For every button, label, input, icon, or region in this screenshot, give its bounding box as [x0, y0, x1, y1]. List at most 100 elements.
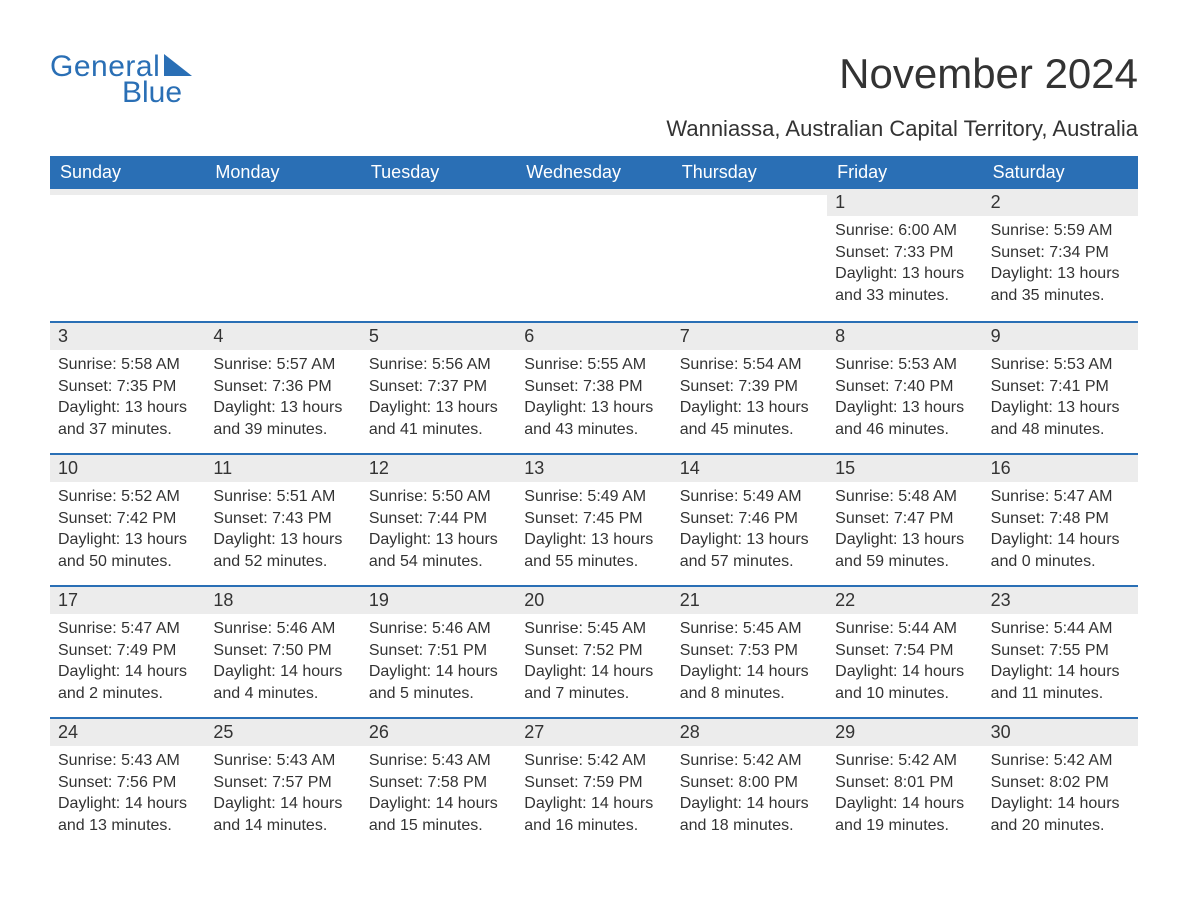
- sunrise-line: Sunrise: 5:49 AM: [524, 486, 663, 508]
- calendar: SundayMondayTuesdayWednesdayThursdayFrid…: [50, 156, 1138, 849]
- day-number-bar: 11: [205, 453, 360, 482]
- day-number-bar: [205, 189, 360, 195]
- calendar-cell: 23Sunrise: 5:44 AMSunset: 7:55 PMDayligh…: [983, 585, 1138, 717]
- weekday-header: Thursday: [672, 156, 827, 189]
- daylight-line: Daylight: 14 hours and 14 minutes.: [213, 793, 352, 836]
- calendar-cell: 14Sunrise: 5:49 AMSunset: 7:46 PMDayligh…: [672, 453, 827, 585]
- day-info: Sunrise: 5:59 AMSunset: 7:34 PMDaylight:…: [983, 220, 1138, 306]
- sunset-line: Sunset: 7:37 PM: [369, 376, 508, 398]
- calendar-cell: 7Sunrise: 5:54 AMSunset: 7:39 PMDaylight…: [672, 321, 827, 453]
- day-info: Sunrise: 5:45 AMSunset: 7:52 PMDaylight:…: [516, 618, 671, 704]
- sunset-line: Sunset: 7:39 PM: [680, 376, 819, 398]
- daylight-line: Daylight: 14 hours and 7 minutes.: [524, 661, 663, 704]
- day-number-bar: 1: [827, 189, 982, 216]
- daylight-line: Daylight: 14 hours and 0 minutes.: [991, 529, 1130, 572]
- day-number-bar: 19: [361, 585, 516, 614]
- day-info: Sunrise: 5:51 AMSunset: 7:43 PMDaylight:…: [205, 486, 360, 572]
- daylight-line: Daylight: 13 hours and 59 minutes.: [835, 529, 974, 572]
- day-number-bar: 30: [983, 717, 1138, 746]
- sunset-line: Sunset: 7:54 PM: [835, 640, 974, 662]
- daylight-line: Daylight: 14 hours and 15 minutes.: [369, 793, 508, 836]
- daylight-line: Daylight: 13 hours and 37 minutes.: [58, 397, 197, 440]
- sunrise-line: Sunrise: 5:53 AM: [991, 354, 1130, 376]
- sunrise-line: Sunrise: 5:43 AM: [58, 750, 197, 772]
- calendar-cell: 4Sunrise: 5:57 AMSunset: 7:36 PMDaylight…: [205, 321, 360, 453]
- day-number-bar: 20: [516, 585, 671, 614]
- sunrise-line: Sunrise: 5:46 AM: [369, 618, 508, 640]
- day-number-bar: 25: [205, 717, 360, 746]
- day-number-bar: [361, 189, 516, 195]
- daylight-line: Daylight: 14 hours and 19 minutes.: [835, 793, 974, 836]
- sunrise-line: Sunrise: 5:42 AM: [835, 750, 974, 772]
- sunrise-line: Sunrise: 5:43 AM: [369, 750, 508, 772]
- daylight-line: Daylight: 13 hours and 45 minutes.: [680, 397, 819, 440]
- day-number-bar: 5: [361, 321, 516, 350]
- sunrise-line: Sunrise: 5:57 AM: [213, 354, 352, 376]
- sunrise-line: Sunrise: 5:45 AM: [680, 618, 819, 640]
- day-number-bar: 22: [827, 585, 982, 614]
- day-number-bar: 13: [516, 453, 671, 482]
- calendar-header-row: SundayMondayTuesdayWednesdayThursdayFrid…: [50, 156, 1138, 189]
- day-number-bar: 9: [983, 321, 1138, 350]
- sunrise-line: Sunrise: 5:53 AM: [835, 354, 974, 376]
- sunset-line: Sunset: 7:59 PM: [524, 772, 663, 794]
- day-info: Sunrise: 5:48 AMSunset: 7:47 PMDaylight:…: [827, 486, 982, 572]
- sunset-line: Sunset: 8:01 PM: [835, 772, 974, 794]
- calendar-body: 1 Sunrise: 6:00 AMSunset: 7:33 PMDaylight…: [50, 189, 1138, 849]
- sunset-line: Sunset: 7:53 PM: [680, 640, 819, 662]
- daylight-line: Daylight: 13 hours and 50 minutes.: [58, 529, 197, 572]
- sunrise-line: Sunrise: 5:48 AM: [835, 486, 974, 508]
- sunset-line: Sunset: 7:40 PM: [835, 376, 974, 398]
- calendar-cell: 15Sunrise: 5:48 AMSunset: 7:47 PMDayligh…: [827, 453, 982, 585]
- weekday-header: Sunday: [50, 156, 205, 189]
- calendar-cell: [516, 189, 671, 321]
- sunrise-line: Sunrise: 5:45 AM: [524, 618, 663, 640]
- day-number-bar: 23: [983, 585, 1138, 614]
- day-info: Sunrise: 5:52 AMSunset: 7:42 PMDaylight:…: [50, 486, 205, 572]
- day-number-bar: 2: [983, 189, 1138, 216]
- sunset-line: Sunset: 8:00 PM: [680, 772, 819, 794]
- day-number-bar: 26: [361, 717, 516, 746]
- sunrise-line: Sunrise: 5:58 AM: [58, 354, 197, 376]
- day-info: Sunrise: 5:44 AMSunset: 7:54 PMDaylight:…: [827, 618, 982, 704]
- sunset-line: Sunset: 7:33 PM: [835, 242, 974, 264]
- day-number-bar: 12: [361, 453, 516, 482]
- day-number-bar: 17: [50, 585, 205, 614]
- sunrise-line: Sunrise: 5:56 AM: [369, 354, 508, 376]
- day-number-bar: 27: [516, 717, 671, 746]
- daylight-line: Daylight: 13 hours and 55 minutes.: [524, 529, 663, 572]
- day-number-bar: [672, 189, 827, 195]
- day-number-bar: [50, 189, 205, 195]
- calendar-cell: 2 Sunrise: 5:59 AMSunset: 7:34 PMDaylight…: [983, 189, 1138, 321]
- logo-word-blue: Blue: [122, 76, 182, 110]
- day-number-bar: 28: [672, 717, 827, 746]
- calendar-cell: 29Sunrise: 5:42 AMSunset: 8:01 PMDayligh…: [827, 717, 982, 849]
- daylight-line: Daylight: 13 hours and 41 minutes.: [369, 397, 508, 440]
- calendar-cell: 19Sunrise: 5:46 AMSunset: 7:51 PMDayligh…: [361, 585, 516, 717]
- daylight-line: Daylight: 13 hours and 48 minutes.: [991, 397, 1130, 440]
- sunrise-line: Sunrise: 5:42 AM: [991, 750, 1130, 772]
- sunset-line: Sunset: 7:55 PM: [991, 640, 1130, 662]
- sunset-line: Sunset: 7:38 PM: [524, 376, 663, 398]
- daylight-line: Daylight: 13 hours and 33 minutes.: [835, 263, 974, 306]
- calendar-cell: 21Sunrise: 5:45 AMSunset: 7:53 PMDayligh…: [672, 585, 827, 717]
- calendar-cell: 30Sunrise: 5:42 AMSunset: 8:02 PMDayligh…: [983, 717, 1138, 849]
- day-number-bar: 8: [827, 321, 982, 350]
- sunrise-line: Sunrise: 5:55 AM: [524, 354, 663, 376]
- day-info: Sunrise: 5:53 AMSunset: 7:40 PMDaylight:…: [827, 354, 982, 440]
- day-info: Sunrise: 5:57 AMSunset: 7:36 PMDaylight:…: [205, 354, 360, 440]
- sunset-line: Sunset: 7:57 PM: [213, 772, 352, 794]
- day-info: Sunrise: 5:43 AMSunset: 7:56 PMDaylight:…: [50, 750, 205, 836]
- day-number-bar: 6: [516, 321, 671, 350]
- sunrise-line: Sunrise: 5:49 AM: [680, 486, 819, 508]
- day-info: Sunrise: 6:00 AMSunset: 7:33 PMDaylight:…: [827, 220, 982, 306]
- day-info: Sunrise: 5:49 AMSunset: 7:45 PMDaylight:…: [516, 486, 671, 572]
- weekday-header: Monday: [205, 156, 360, 189]
- sunrise-line: Sunrise: 5:54 AM: [680, 354, 819, 376]
- sunset-line: Sunset: 7:47 PM: [835, 508, 974, 530]
- daylight-line: Daylight: 13 hours and 43 minutes.: [524, 397, 663, 440]
- day-info: Sunrise: 5:45 AMSunset: 7:53 PMDaylight:…: [672, 618, 827, 704]
- day-info: Sunrise: 5:49 AMSunset: 7:46 PMDaylight:…: [672, 486, 827, 572]
- calendar-cell: 8 Sunrise: 5:53 AMSunset: 7:40 PMDaylight…: [827, 321, 982, 453]
- sunrise-line: Sunrise: 5:47 AM: [991, 486, 1130, 508]
